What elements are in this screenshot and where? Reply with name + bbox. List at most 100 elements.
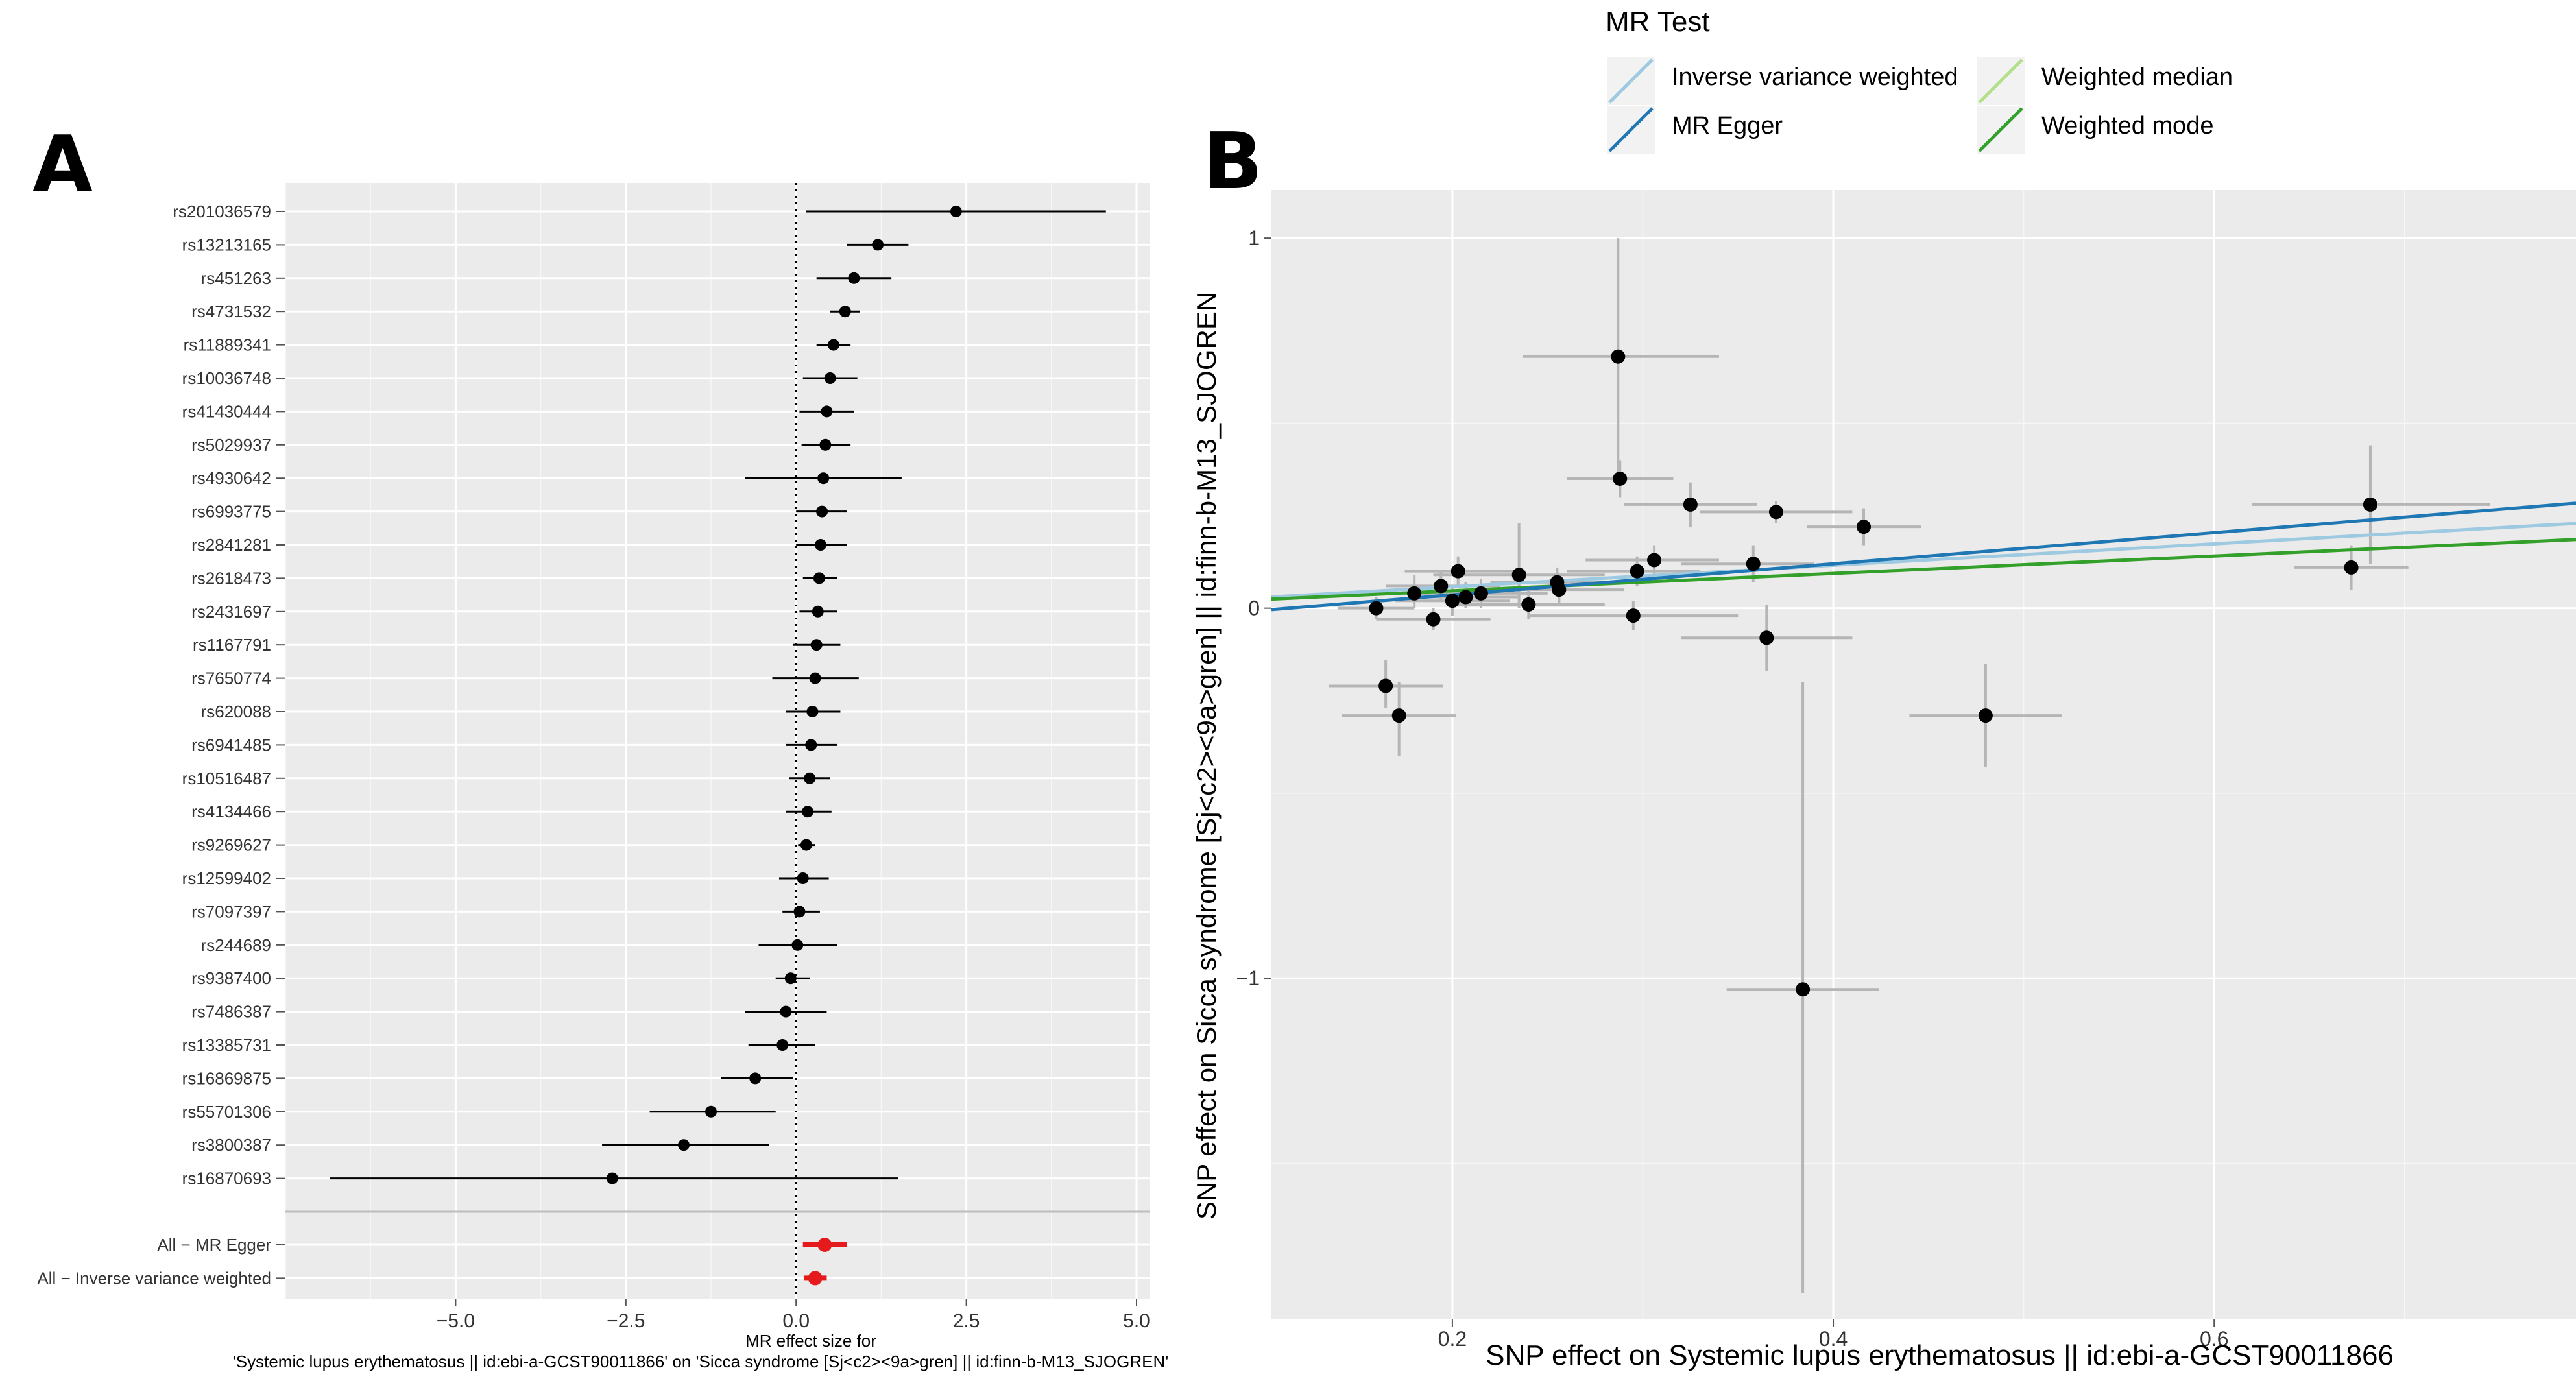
forest-snp-label: rs3800387 bbox=[191, 1135, 271, 1155]
scatter-point bbox=[1626, 608, 1641, 623]
scatter-point bbox=[1511, 568, 1526, 582]
scatter-fit-line bbox=[1271, 538, 2576, 601]
forest-xlabel-line2: 'Systemic lupus erythematosus || id:ebi-… bbox=[233, 1352, 1168, 1371]
panel-label-a: A bbox=[32, 120, 93, 210]
forest-snp-label: rs10036748 bbox=[182, 368, 271, 388]
forest-snp-label: rs451263 bbox=[201, 269, 271, 288]
forest-snp-label: rs1167791 bbox=[193, 635, 271, 654]
forest-point bbox=[839, 306, 851, 318]
forest-snp-label: rs2841281 bbox=[191, 535, 271, 555]
scatter-point bbox=[2363, 497, 2377, 512]
forest-xtick-label: 2.5 bbox=[953, 1310, 980, 1332]
forest-summary-point bbox=[808, 1271, 823, 1286]
forest-point bbox=[791, 939, 804, 951]
scatter-gridlines bbox=[1271, 190, 2576, 1319]
scatter-ticks: 0.2 0.4 0.6 −1 0 1 bbox=[1236, 226, 2229, 1351]
forest-snp-label: rs6941485 bbox=[191, 735, 271, 754]
legend-label: Weighted mode bbox=[2041, 112, 2213, 139]
scatter-point bbox=[1746, 557, 1761, 571]
forest-snp-label: rs244689 bbox=[201, 935, 271, 955]
forest-plot: rs201036579 rs13213165 rs451263 rs4731532 rs… bbox=[37, 183, 1168, 1371]
forest-point bbox=[810, 639, 823, 651]
forest-point bbox=[809, 672, 821, 684]
forest-ticks: rs201036579 rs13213165 rs451263 rs4731532 rs… bbox=[37, 202, 1150, 1332]
scatter-point bbox=[1857, 520, 1872, 534]
forest-snp-label: rs12599402 bbox=[182, 869, 271, 888]
forest-point bbox=[812, 605, 824, 618]
scatter-ytick-label: 1 bbox=[1248, 226, 1260, 250]
forest-point bbox=[776, 1039, 789, 1051]
scatter-xtick-label: 0.2 bbox=[1438, 1327, 1467, 1351]
legend-label: MR Egger bbox=[1672, 112, 1783, 139]
forest-point bbox=[806, 706, 819, 717]
forest-point bbox=[797, 872, 809, 884]
forest-point bbox=[749, 1072, 762, 1085]
forest-snp-label: rs4134466 bbox=[191, 802, 271, 821]
forest-snp-label: rs55701306 bbox=[182, 1102, 271, 1122]
legend-title: MR Test bbox=[1606, 6, 1710, 38]
forest-summary-label: All − Inverse variance weighted bbox=[37, 1268, 271, 1288]
forest-point bbox=[606, 1172, 618, 1184]
forest-point bbox=[817, 472, 830, 485]
forest-point bbox=[950, 206, 962, 217]
panel-label-b: B bbox=[1203, 117, 1262, 207]
forest-point bbox=[805, 739, 817, 751]
scatter-xtick-label: 0.4 bbox=[1819, 1327, 1848, 1351]
forest-point bbox=[816, 505, 828, 518]
scatter-point bbox=[2344, 560, 2359, 575]
forest-xtick-label: 5.0 bbox=[1123, 1310, 1150, 1332]
scatter-points bbox=[1369, 349, 2377, 997]
forest-point bbox=[827, 339, 839, 351]
forest-snp-label: rs9387400 bbox=[191, 968, 271, 988]
scatter-point bbox=[1434, 579, 1449, 594]
forest-snp-label: rs13213165 bbox=[182, 235, 271, 254]
forest-xlabel-line1: MR effect size for bbox=[745, 1331, 876, 1351]
scatter-point bbox=[1426, 612, 1441, 627]
forest-point bbox=[780, 1005, 792, 1018]
forest-point bbox=[678, 1139, 690, 1151]
scatter-ylabel: SNP effect on Sicca syndrome [Sj<c2><9a>… bbox=[1191, 292, 1222, 1219]
forest-snp-label: rs4930642 bbox=[191, 468, 271, 488]
scatter-point bbox=[1552, 582, 1567, 597]
legend-swatch-line bbox=[1608, 58, 1654, 104]
forest-snp-label: rs4731532 bbox=[191, 302, 271, 321]
forest-point bbox=[793, 906, 806, 918]
scatter-point bbox=[1521, 597, 1536, 612]
scatter-fit-line bbox=[1271, 522, 2576, 599]
forest-snp-label: rs6993775 bbox=[191, 502, 271, 522]
scatter-ytick-label: −1 bbox=[1236, 967, 1260, 990]
legend-swatch-line bbox=[1978, 58, 2023, 104]
forest-point bbox=[824, 372, 836, 384]
scatter-xtick-label: 0.6 bbox=[2200, 1327, 2228, 1351]
scatter-point bbox=[1630, 564, 1644, 579]
forest-gridlines bbox=[285, 183, 1150, 1299]
scatter-plot-panel bbox=[1271, 190, 2576, 1319]
scatter-point bbox=[1796, 982, 1811, 997]
forest-snp-label: rs620088 bbox=[201, 702, 271, 721]
forest-snp-label: rs41430444 bbox=[182, 402, 271, 421]
forest-point bbox=[872, 239, 884, 251]
forest-snp-label: rs7650774 bbox=[191, 669, 271, 688]
forest-marks bbox=[285, 183, 1150, 1299]
forest-snp-label: rs2431697 bbox=[191, 602, 271, 621]
scatter-fit-lines bbox=[1271, 501, 2576, 612]
scatter-point bbox=[1451, 564, 1465, 579]
scatter-point bbox=[1611, 349, 1626, 364]
forest-xtick-label: −5.0 bbox=[437, 1310, 475, 1332]
forest-snp-label: rs7486387 bbox=[191, 1002, 271, 1022]
scatter-fit-line bbox=[1271, 501, 2576, 612]
forest-point bbox=[784, 972, 797, 985]
scatter-ytick-label: 0 bbox=[1248, 597, 1260, 620]
forest-snp-label: rs2618473 bbox=[191, 568, 271, 588]
scatter-point bbox=[1978, 708, 1993, 723]
forest-point bbox=[819, 438, 832, 451]
scatter-point bbox=[1458, 590, 1473, 605]
forest-snp-label: rs9269627 bbox=[191, 835, 271, 855]
scatter-point bbox=[1445, 594, 1460, 608]
scatter-xlabel: SNP effect on Systemic lupus erythematos… bbox=[1486, 1339, 2394, 1371]
forest-snp-label: rs5029937 bbox=[191, 435, 271, 455]
scatter-point bbox=[1613, 471, 1628, 486]
forest-snp-label: rs16870693 bbox=[182, 1169, 271, 1188]
legend-label: Inverse variance weighted bbox=[1672, 64, 1958, 91]
scatter-point bbox=[1647, 553, 1662, 568]
